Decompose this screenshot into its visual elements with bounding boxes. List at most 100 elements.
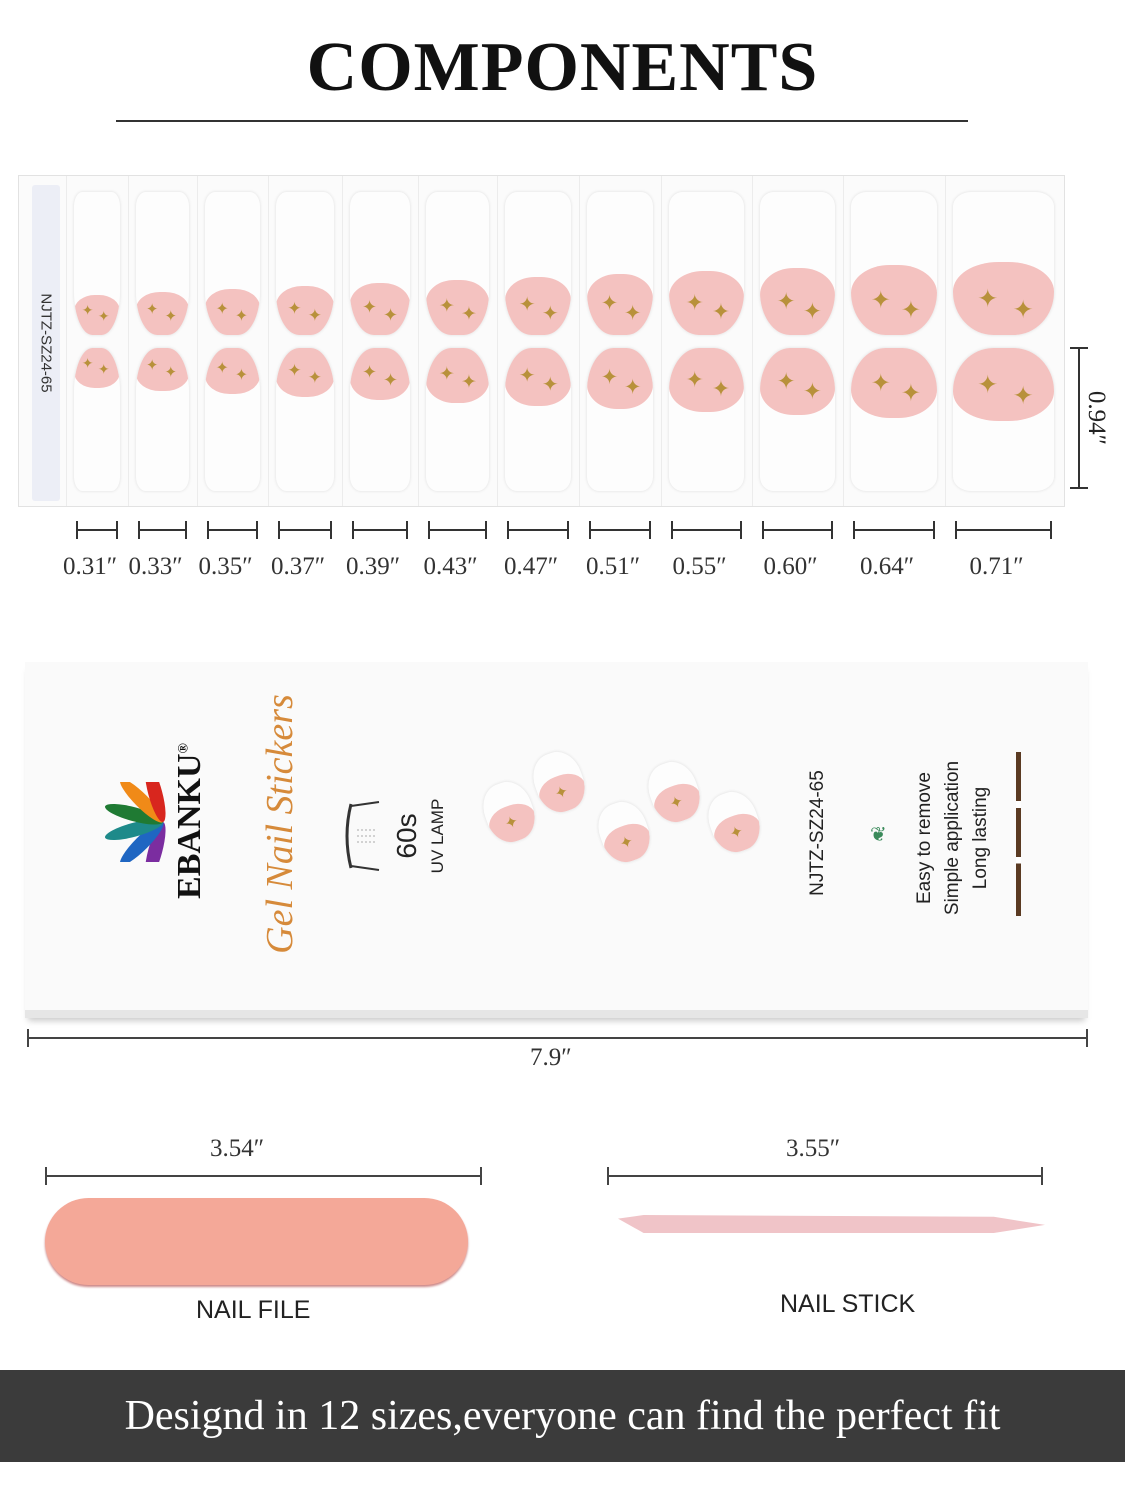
star-icon: ✦ [776, 289, 796, 315]
package-nail: ✦ [591, 795, 657, 869]
size-dimension [955, 521, 1052, 539]
lamp-label: UV LAMP [428, 798, 447, 874]
uv-lamp-icon [345, 801, 380, 871]
star-icon: ✦ [870, 370, 891, 397]
nail-sticker: ✦ ✦ [760, 192, 835, 335]
nail-file-image [45, 1198, 468, 1285]
star-icon: ✦ [623, 300, 642, 325]
nail-sticker: ✦ ✦ [669, 192, 744, 335]
star-icon: ✦ [711, 376, 731, 402]
star-icon: ✦ [541, 302, 559, 325]
package-nail: ✦ [526, 745, 592, 819]
nail-sticker: ✦ ✦ [587, 348, 653, 491]
star-icon: ✦ [870, 287, 891, 314]
star-icon: ✦ [145, 358, 159, 375]
star-icon: ✦ [1012, 296, 1034, 324]
size-label: 0.47″ [504, 553, 559, 580]
nail-sticker: ✦ ✦ [426, 192, 489, 335]
star-icon: ✦ [518, 365, 536, 388]
star-icon: ✦ [518, 294, 536, 317]
size-dimension [428, 521, 487, 539]
star-icon: ✦ [362, 362, 378, 383]
decorative-bars [1016, 752, 1021, 916]
size-label: 0.71″ [969, 553, 1024, 580]
star-icon: ✦ [287, 299, 302, 319]
star-icon: ✦ [600, 365, 619, 390]
package-code: NJTZ-SZ24-65 [807, 770, 828, 896]
nail-column [497, 176, 579, 506]
nail-column [197, 176, 268, 506]
nail-column [661, 176, 752, 506]
nail-sticker: ✦ ✦ [74, 192, 120, 335]
star-icon: ✦ [383, 305, 399, 326]
nail-sticker: ✦ ✦ [851, 348, 937, 491]
size-label: 0.39″ [346, 553, 401, 580]
size-dimension [207, 521, 258, 539]
nail-file-label: NAIL FILE [196, 1296, 311, 1324]
nail-column [945, 176, 1062, 506]
package-width-label: 7.9″ [530, 1044, 572, 1071]
height-dimension [1070, 347, 1088, 489]
nail-file-dimension [45, 1167, 482, 1185]
size-label: 0.33″ [128, 553, 183, 580]
sheet-height-label: 0.94″ [1083, 390, 1110, 446]
nail-column [752, 176, 843, 506]
star-icon: ✦ [97, 310, 110, 325]
size-dimension [507, 521, 569, 539]
nail-sticker: ✦ ✦ [136, 192, 189, 335]
size-label: 0.37″ [271, 553, 326, 580]
star-icon: ✦ [234, 307, 249, 325]
leaf-icon: ❦ [870, 824, 887, 846]
star-icon: ✦ [600, 291, 619, 316]
star-icon: ✦ [287, 361, 302, 381]
lamp-time: 60s [391, 813, 422, 859]
nail-sticker: ✦ ✦ [505, 348, 571, 491]
star-icon: ✦ [900, 381, 921, 407]
nail-sticker: ✦ ✦ [587, 192, 653, 335]
nail-sticker: ✦ ✦ [426, 348, 489, 491]
nail-column [843, 176, 945, 506]
nail-sticker: ✦ ✦ [276, 192, 334, 335]
star-icon: ✦ [977, 285, 999, 313]
nail-column [342, 176, 418, 506]
nail-sticker: ✦ ✦ [953, 348, 1054, 491]
nail-sticker: ✦ ✦ [953, 192, 1054, 335]
nail-sticker: ✦ ✦ [350, 192, 410, 335]
page-title: COMPONENTS [306, 29, 819, 106]
star-icon: ✦ [164, 364, 178, 381]
star-icon: ✦ [164, 308, 178, 325]
star-icon: ✦ [1012, 382, 1034, 410]
star-icon: ✦ [711, 299, 731, 325]
title-divider [116, 120, 968, 122]
star-icon: ✦ [81, 304, 94, 319]
nail-sticker: ✦ ✦ [760, 348, 835, 491]
brand-text: EBANKU [171, 753, 208, 899]
size-dimension [589, 521, 651, 539]
registered-mark: ® [176, 743, 192, 754]
star-icon: ✦ [362, 297, 378, 318]
size-dimension [278, 521, 332, 539]
star-icon: ✦ [215, 359, 229, 377]
size-dimension [352, 521, 408, 539]
nail-sticker: ✦ ✦ [350, 348, 410, 491]
feature-list: Easy to remove Simple application Long l… [855, 752, 1035, 922]
star-icon: ✦ [776, 369, 796, 395]
star-icon: ✦ [977, 371, 999, 399]
size-label: 0.51″ [586, 553, 641, 580]
star-icon: ✦ [623, 374, 642, 399]
size-label: 0.64″ [860, 553, 915, 580]
star-icon: ✦ [145, 302, 159, 319]
star-icon: ✦ [234, 366, 249, 384]
size-label: 0.35″ [198, 553, 253, 580]
size-label: 0.55″ [672, 553, 727, 580]
size-label: 0.31″ [63, 553, 118, 580]
star-icon: ✦ [307, 306, 322, 326]
nail-sticker: ✦ ✦ [276, 348, 334, 491]
star-icon: ✦ [541, 373, 559, 396]
nail-stick-label: NAIL STICK [780, 1290, 916, 1318]
brand-name: EBANKU® [171, 731, 209, 911]
nail-column [66, 176, 128, 506]
nail-column [268, 176, 342, 506]
star-icon: ✦ [97, 363, 110, 378]
nail-sticker: ✦ ✦ [136, 348, 189, 491]
